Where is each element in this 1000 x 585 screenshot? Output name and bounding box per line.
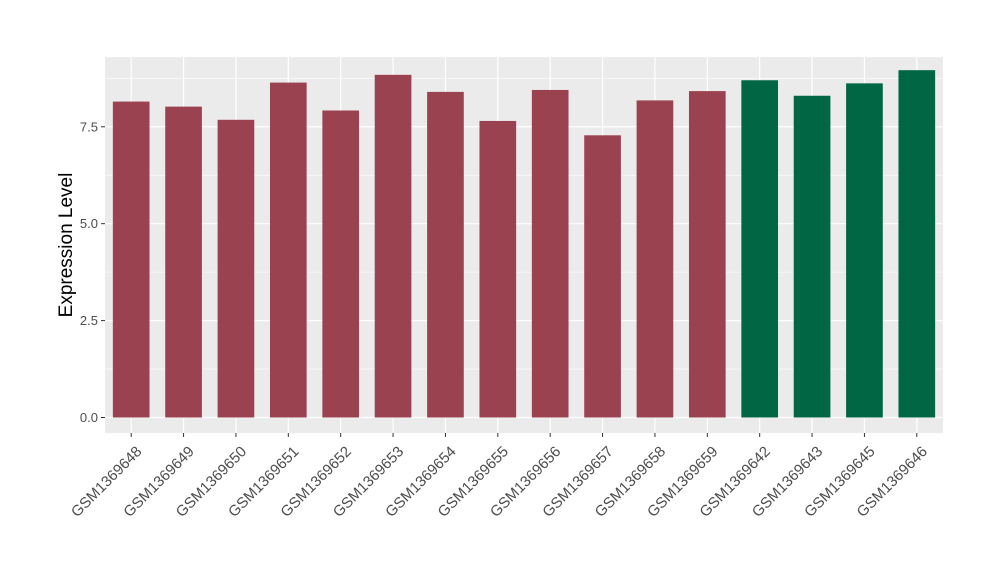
bar-GSM1369654 [427,91,464,418]
bar-GSM1369659 [688,91,726,418]
bar-GSM1369650 [217,119,255,418]
bar-GSM1369653 [374,74,412,418]
bars [112,70,936,418]
bar-GSM1369649 [165,106,202,418]
y-tick-label: 0.0 [80,410,98,425]
x-axis: GSM1369648GSM1369649GSM1369650GSM1369651… [68,433,931,521]
bar-GSM1369655 [479,120,517,418]
y-tick-label: 7.5 [80,119,98,134]
bar-GSM1369656 [531,89,569,418]
bar-GSM1369651 [269,82,307,418]
y-tick-label: 5.0 [80,216,98,231]
y-axis-title: Expression Level [56,173,77,318]
bar-GSM1369652 [322,110,360,418]
y-axis: 0.0 2.5 5.0 7.5 [80,119,105,425]
bar-GSM1369642 [741,80,779,418]
y-tick-label: 2.5 [80,313,98,328]
bar-GSM1369658 [636,100,674,418]
bar-GSM1369648 [112,101,150,418]
bar-GSM1369643 [793,95,831,418]
bar-GSM1369657 [584,135,621,418]
bar-GSM1369645 [846,83,883,418]
bar-GSM1369646 [898,70,936,418]
